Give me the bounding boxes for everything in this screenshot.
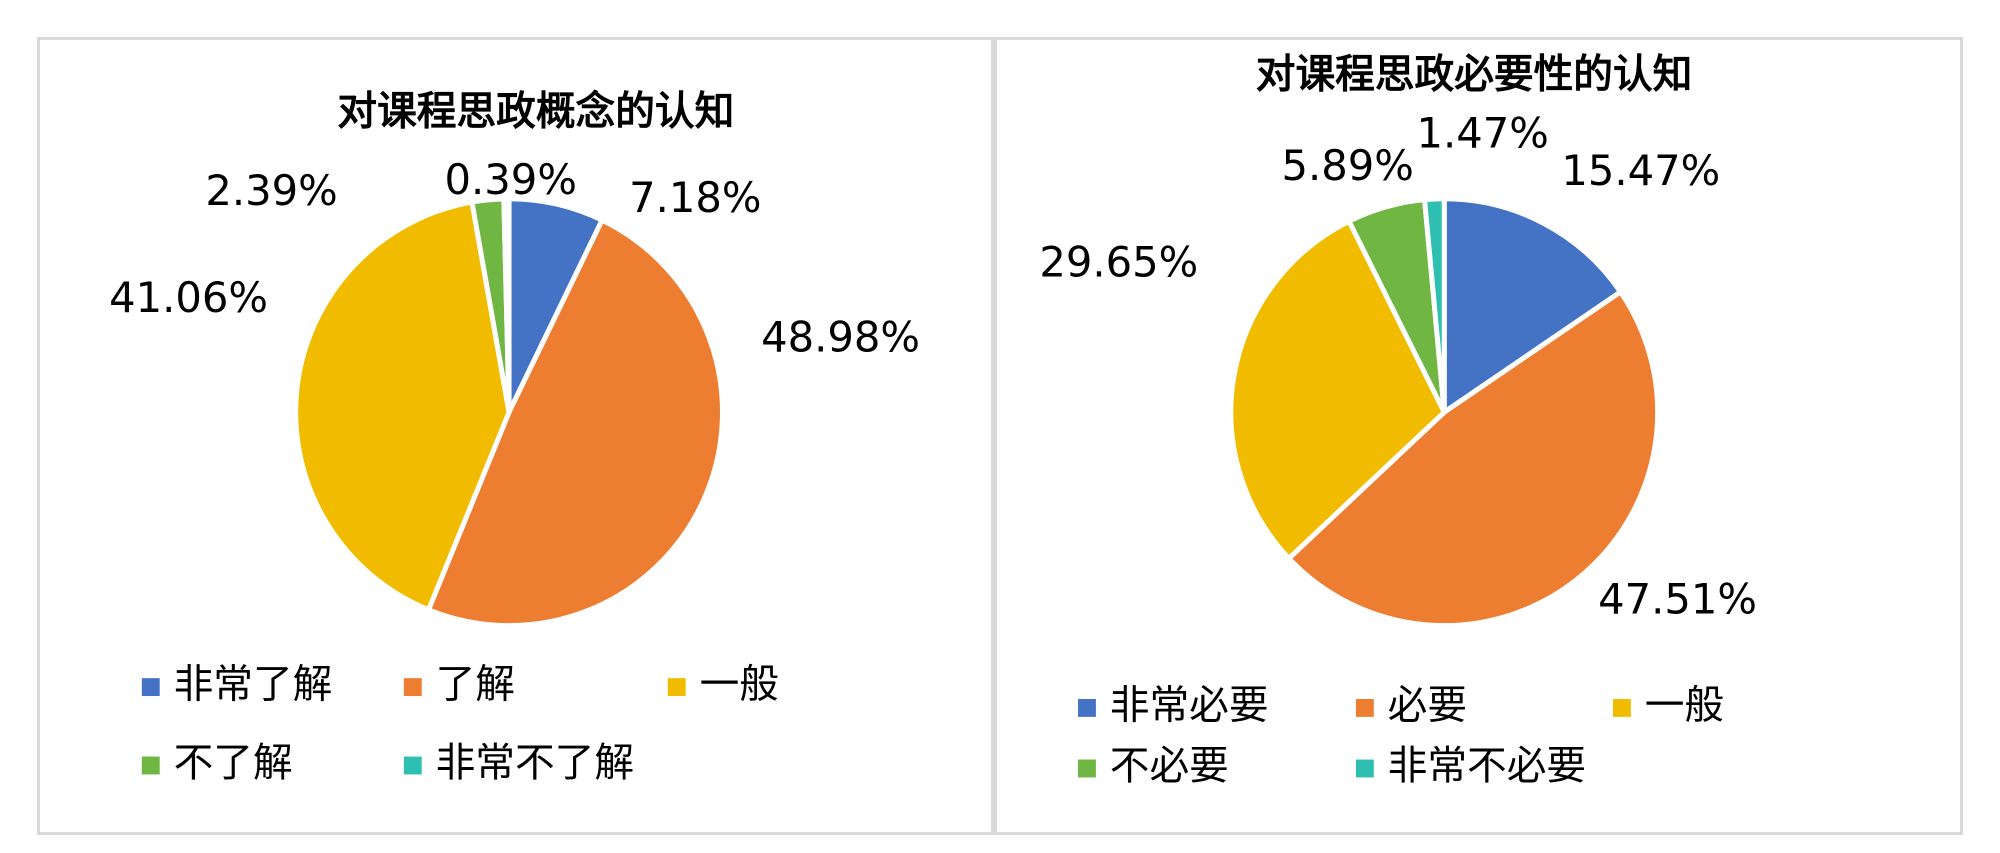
legend-label-4: 不必要 (1110, 743, 1229, 789)
data-label-2: 48.98% (761, 313, 920, 362)
legend-label-1: 非常必要 (1110, 682, 1269, 728)
data-label-3: 41.06% (109, 273, 268, 322)
pie-chart-concept-svg: 对课程思政概念的认知 7.18% 48.98% 41.06% 2.39% 0.39% 非… (109, 88, 920, 786)
pie-slice-2 (1286, 289, 1661, 628)
chart-title: 对课程思政必要性的认知 (1256, 52, 1693, 98)
legend-label-1: 非常了解 (174, 662, 333, 708)
data-label-5: 0.39% (445, 155, 577, 204)
legend-swatch-2 (403, 678, 422, 697)
data-label-1: 7.18% (629, 173, 761, 222)
legend-label-5: 非常不了解 (436, 740, 634, 786)
legend-swatch-2 (1355, 699, 1374, 717)
pie-chart-concept: 对课程思政概念的认知 7.18% 48.98% 41.06% 2.39% 0.39% 非… (37, 37, 994, 835)
legend-swatch-4 (141, 756, 160, 775)
data-labels: 15.47% 47.51% 29.65% 5.89%1.47% (1039, 108, 1757, 623)
pie-chart-necessity-svg: 对课程思政必要性的认知 15.47% 47.51% 29.65% 5.89%1.47%… (1039, 52, 1757, 789)
legend-label-2: 了解 (436, 662, 515, 708)
legend-label-2: 必要 (1388, 682, 1467, 728)
legend-swatch-4 (1078, 759, 1096, 778)
chart-title: 对课程思政概念的认知 (337, 88, 734, 134)
legend-swatch-5 (403, 756, 422, 775)
legend-swatch-1 (141, 678, 160, 697)
pie-slice-2 (426, 217, 725, 629)
data-label-4: 5.89% (1281, 141, 1413, 190)
data-label-3: 29.65% (1039, 237, 1198, 286)
pie-slice-1 (1441, 196, 1624, 415)
pie-slice-5 (1422, 196, 1447, 415)
data-label-4: 2.39% (205, 166, 337, 215)
pie-chart-necessity: 对课程思政必要性的认知 15.47% 47.51% 29.65% 5.89% 1.47%… (994, 37, 1963, 835)
legend-swatch-5 (1355, 759, 1374, 778)
data-labels: 7.18% 48.98% 41.06% 2.39% 0.39% (109, 155, 920, 362)
data-label-2: 47.51% (1598, 575, 1757, 624)
pie-slice-5 (501, 196, 512, 415)
legend-swatch-1 (1078, 699, 1096, 717)
pie-slices (293, 196, 725, 629)
pie-slices (1228, 196, 1661, 628)
legend-label-5: 非常不必要 (1388, 743, 1586, 789)
legend-label-4: 不了解 (174, 740, 293, 786)
legend-swatch-3 (667, 678, 686, 697)
legend-label-3: 一般 (700, 662, 779, 708)
data-label-5: 1.47% (1416, 108, 1548, 157)
legend-swatch-3 (1612, 699, 1631, 717)
legend-label-3: 一般 (1645, 682, 1724, 728)
pie-slice-3 (293, 199, 512, 613)
data-label-1: 15.47% (1561, 146, 1720, 195)
